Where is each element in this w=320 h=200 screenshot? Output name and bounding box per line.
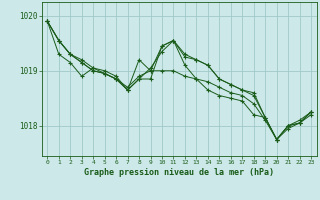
X-axis label: Graphe pression niveau de la mer (hPa): Graphe pression niveau de la mer (hPa) <box>84 168 274 177</box>
